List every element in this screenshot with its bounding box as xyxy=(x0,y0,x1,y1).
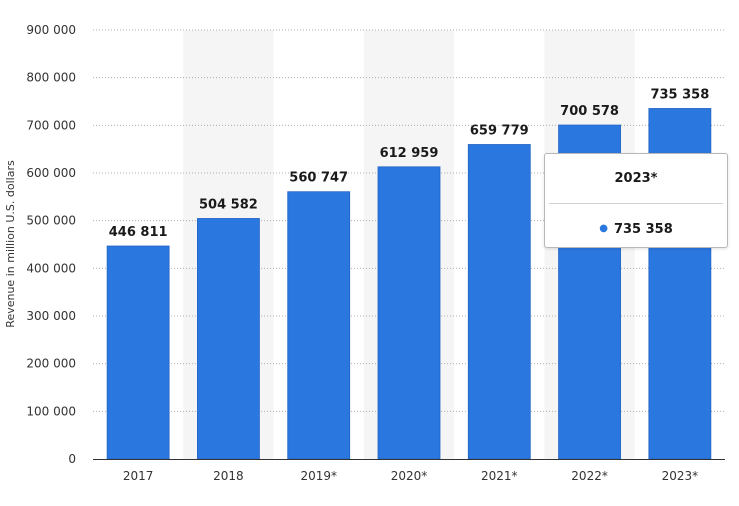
data-label: 735 358 xyxy=(650,87,709,102)
data-label: 504 582 xyxy=(199,197,258,212)
data-label: 446 811 xyxy=(109,225,168,240)
y-tick-label: 200 000 xyxy=(26,357,76,371)
y-tick-label: 500 000 xyxy=(26,214,76,228)
bar[interactable] xyxy=(377,166,441,460)
data-label: 659 779 xyxy=(470,124,529,139)
bar[interactable] xyxy=(197,218,260,460)
y-tick-label: 700 000 xyxy=(26,118,76,132)
data-label: 560 747 xyxy=(289,171,348,186)
x-tick-label: 2018 xyxy=(213,469,244,483)
y-tick-label: 600 000 xyxy=(26,166,76,180)
bar[interactable] xyxy=(287,191,351,460)
x-tick-label: 2022* xyxy=(571,469,608,483)
series-dot-icon: ● xyxy=(599,223,608,234)
y-tick-label: 400 000 xyxy=(26,261,76,275)
y-tick-label: 900 000 xyxy=(26,23,76,37)
tooltip: 2023* ● 735 358 xyxy=(544,153,728,248)
x-tick-label: 2023* xyxy=(662,469,699,483)
tooltip-value: 735 358 xyxy=(613,222,673,237)
data-label: 612 959 xyxy=(380,146,439,161)
tooltip-divider xyxy=(549,203,723,204)
tooltip-title: 2023* xyxy=(614,171,658,186)
x-tick-label: 2019* xyxy=(300,469,337,483)
y-tick-label: 0 xyxy=(68,452,76,466)
y-axis-title: Revenue in million U.S. dollars xyxy=(4,160,17,328)
y-tick-label: 100 000 xyxy=(26,404,76,418)
data-label: 700 578 xyxy=(560,104,619,119)
y-tick-label: 800 000 xyxy=(26,71,76,85)
bar[interactable] xyxy=(467,144,531,460)
tooltip-row: ● 735 358 xyxy=(545,222,727,237)
bar[interactable] xyxy=(106,245,170,460)
x-tick-label: 2021* xyxy=(481,469,518,483)
y-tick-label: 300 000 xyxy=(26,309,76,323)
x-tick-label: 2017 xyxy=(123,469,154,483)
x-tick-label: 2020* xyxy=(391,469,428,483)
